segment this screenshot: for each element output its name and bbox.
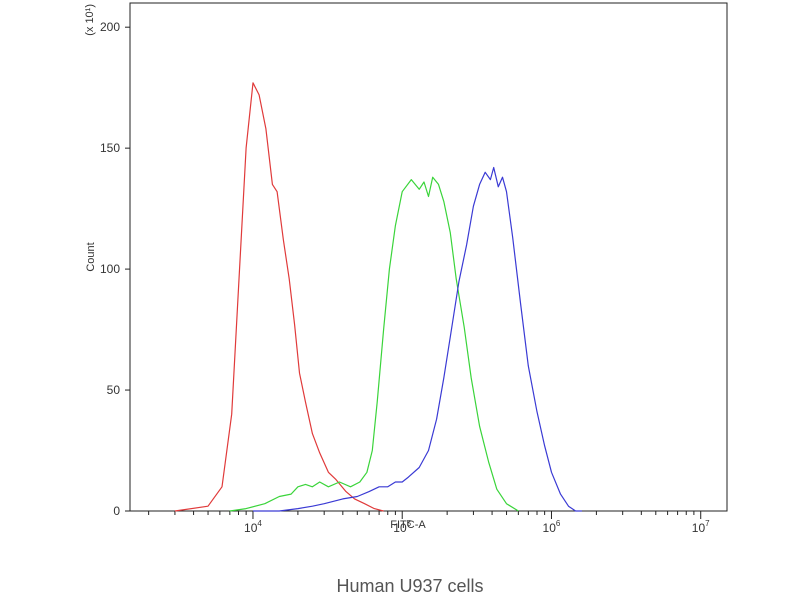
- series-group: [174, 82, 582, 512]
- y-tick-label: 50: [107, 383, 121, 397]
- x-tick-base: 10: [393, 521, 407, 535]
- y-tick-label: 0: [113, 504, 120, 518]
- y-axis: 0 50 100 150 200: [100, 20, 130, 518]
- series-blue-line: [253, 166, 582, 512]
- x-tick-label: 104: [244, 519, 262, 535]
- x-tick-label: 107: [692, 519, 710, 535]
- x-tick-exponent: 6: [556, 519, 561, 528]
- y-multiplier-label: (x 10¹): [84, 4, 96, 36]
- series-green-line: [229, 176, 519, 512]
- x-tick-label: 105: [393, 519, 411, 535]
- x-tick-label: 106: [543, 519, 561, 535]
- x-tick-exponent: 4: [257, 519, 262, 528]
- y-axis-title: Count: [85, 242, 97, 271]
- y-tick-label: 200: [100, 20, 120, 34]
- x-axis: 104 105 106 107: [148, 511, 710, 535]
- plot-frame: [129, 2, 728, 512]
- x-axis-title: FITC-A: [390, 519, 426, 531]
- series-red-line: [174, 82, 384, 512]
- x-tick-exponent: 7: [705, 519, 710, 528]
- y-tick-label: 100: [100, 262, 120, 276]
- y-tick-label: 150: [100, 141, 120, 155]
- x-tick-base: 10: [244, 521, 258, 535]
- figure-caption: Human U937 cells: [336, 576, 483, 596]
- x-tick-exponent: 5: [407, 519, 412, 528]
- x-tick-base: 10: [692, 521, 706, 535]
- x-tick-base: 10: [543, 521, 557, 535]
